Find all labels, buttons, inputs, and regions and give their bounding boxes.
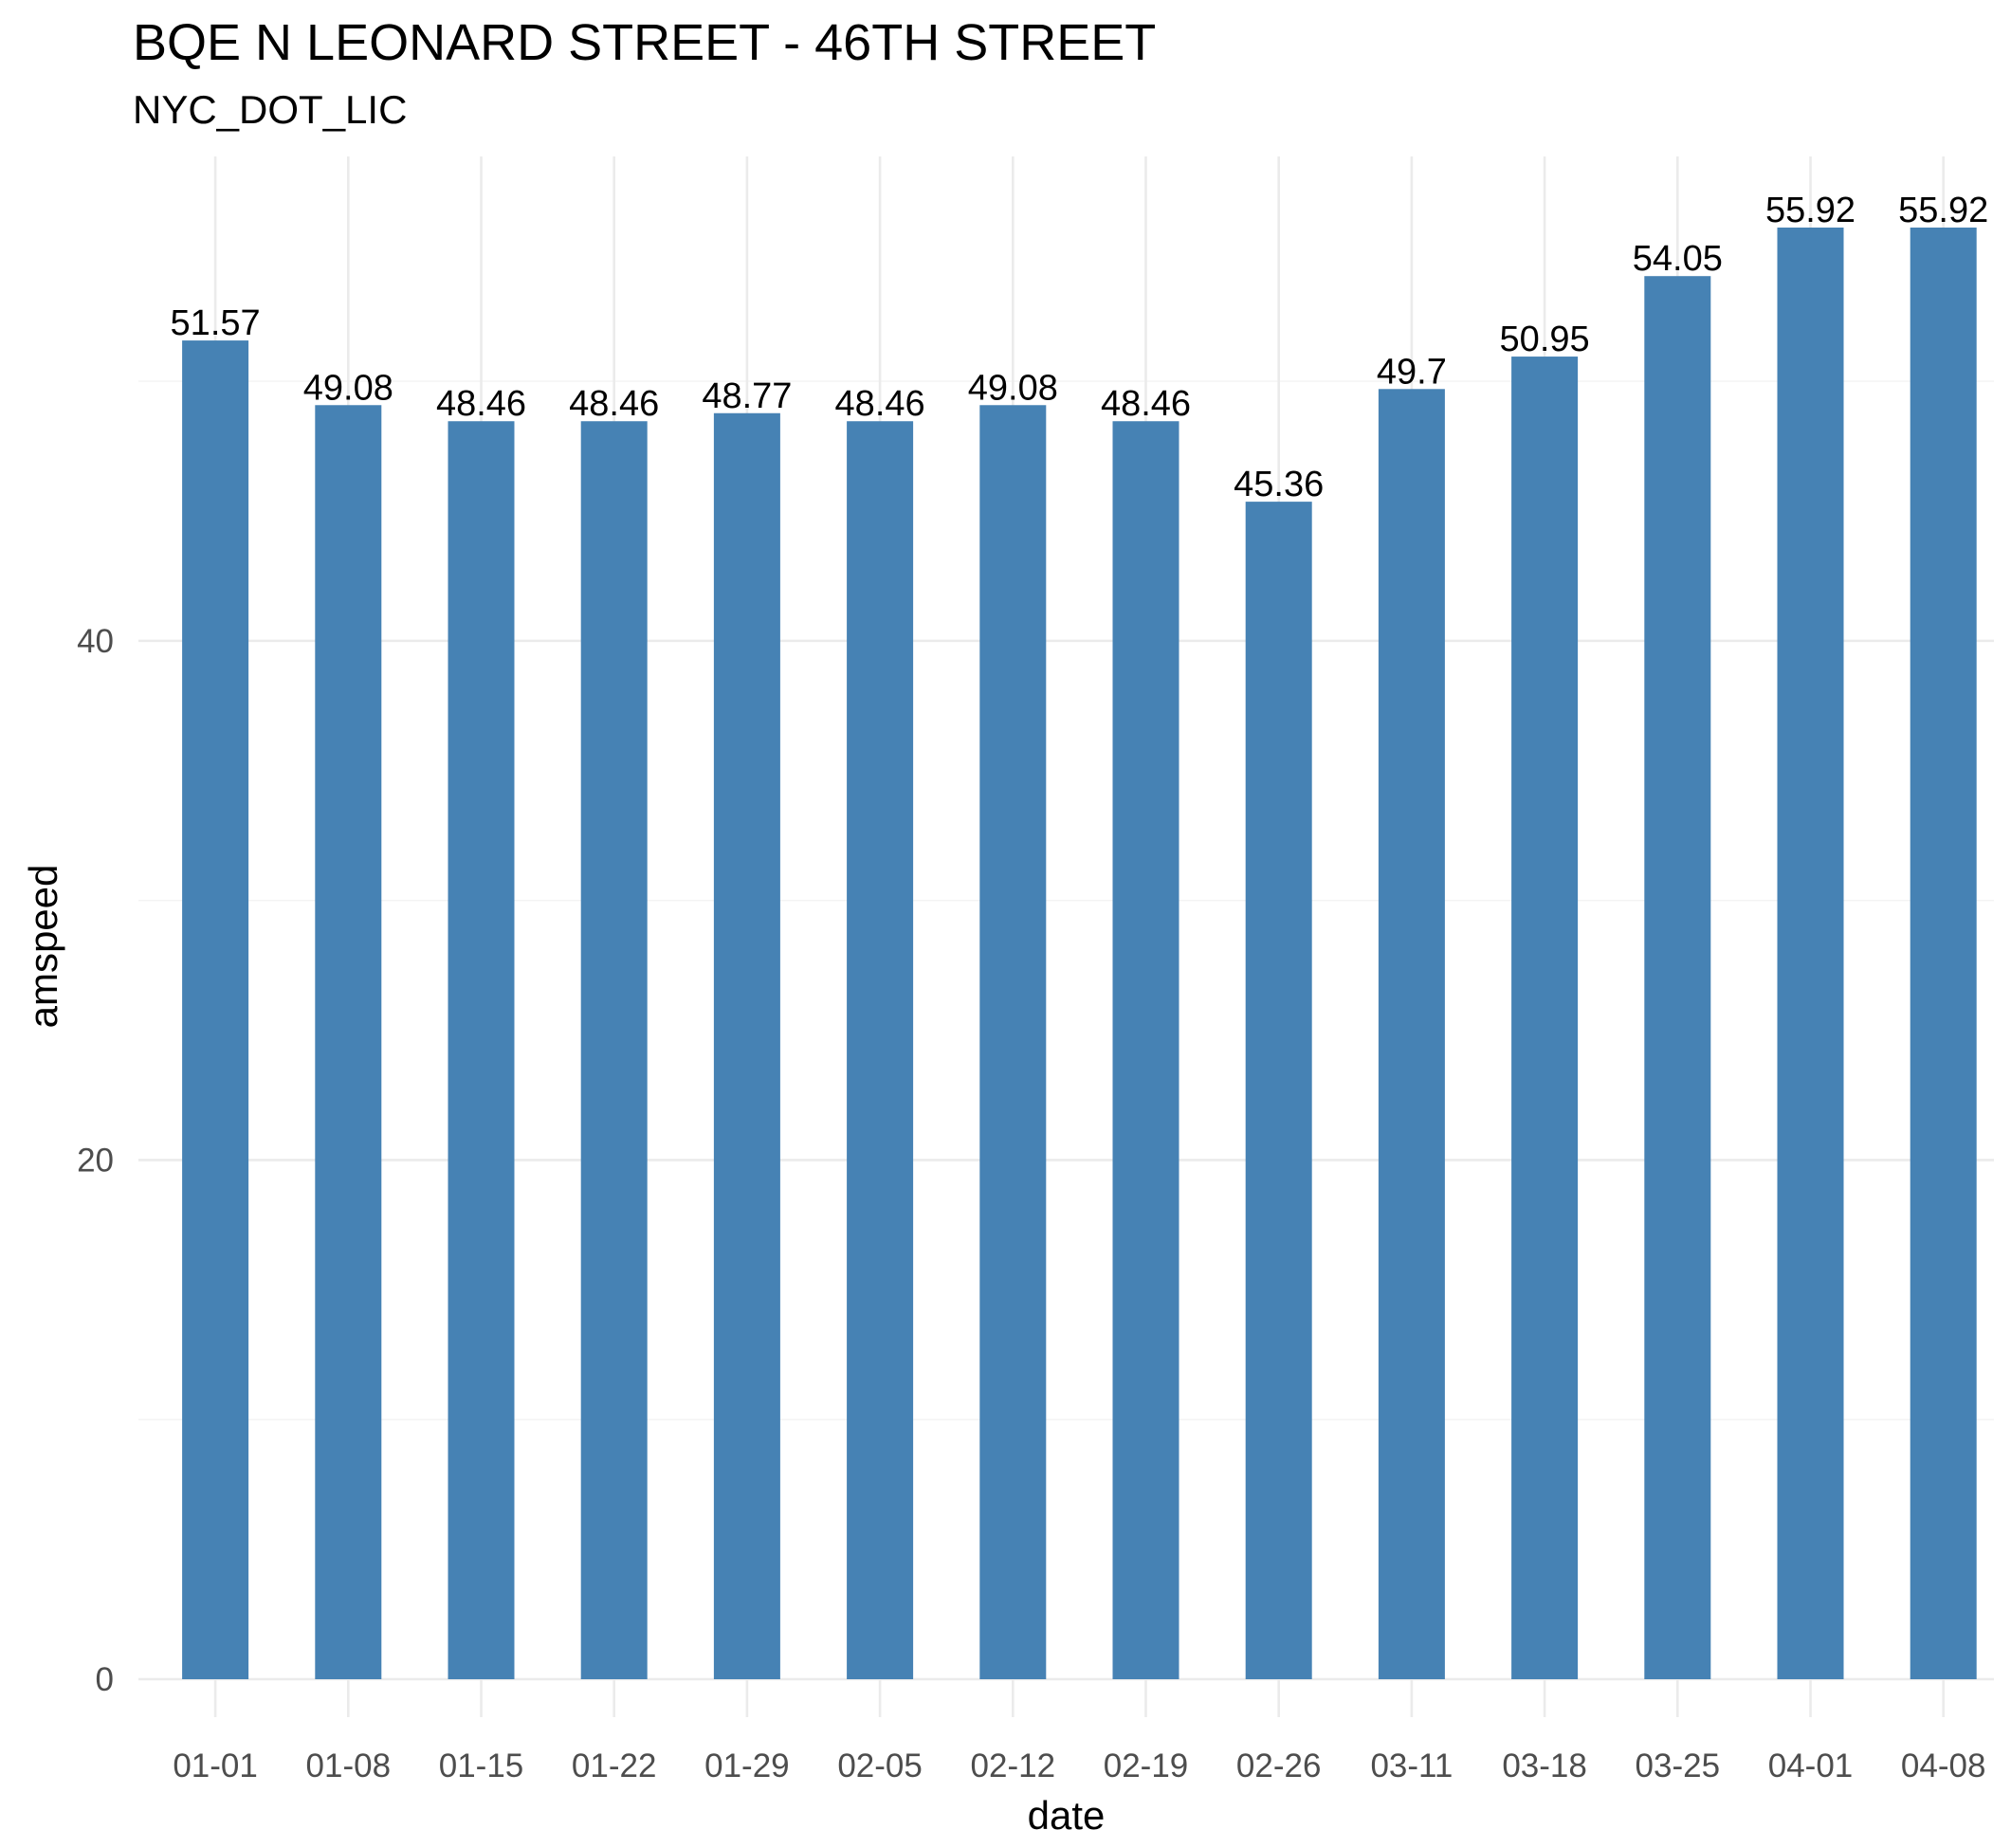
chart-subtitle: NYC_DOT_LIC xyxy=(133,87,408,132)
bar xyxy=(979,405,1047,1679)
bar xyxy=(1245,502,1312,1679)
data-label: 45.36 xyxy=(1234,465,1324,504)
grid-lines xyxy=(138,156,1994,1717)
data-label: 49.08 xyxy=(303,368,393,408)
data-label: 48.46 xyxy=(436,384,526,424)
bar xyxy=(1378,389,1445,1679)
y-tick-label: 0 xyxy=(96,1661,114,1698)
data-labels: 51.57 49.08 48.46 48.46 48.77 48.46 49.08 48.46… xyxy=(171,191,1989,504)
data-label: 48.46 xyxy=(835,384,925,424)
bar xyxy=(1777,228,1844,1679)
y-axis-title: amspeed xyxy=(21,865,65,1029)
x-tick-label: 01-08 xyxy=(306,1747,392,1784)
data-label: 51.57 xyxy=(171,303,261,343)
x-tick-label: 04-01 xyxy=(1768,1747,1854,1784)
bar xyxy=(713,412,780,1679)
data-label: 49.7 xyxy=(1377,352,1447,392)
x-tick-label: 03-18 xyxy=(1502,1747,1587,1784)
bar xyxy=(580,421,648,1679)
x-axis-title: date xyxy=(1028,1793,1106,1838)
bar xyxy=(315,405,382,1679)
x-tick-label: 01-01 xyxy=(173,1747,258,1784)
data-label: 48.77 xyxy=(702,376,792,416)
data-label: 49.08 xyxy=(968,368,1058,408)
y-axis-ticks: 0 20 40 xyxy=(77,623,114,1698)
x-axis-ticks: 01-01 01-08 01-15 01-22 01-29 02-05 02-12 02-19… xyxy=(173,1747,1985,1784)
x-tick-label: 02-05 xyxy=(837,1747,923,1784)
data-label: 54.05 xyxy=(1633,239,1723,279)
bar xyxy=(1511,357,1579,1679)
data-label: 50.95 xyxy=(1500,320,1590,359)
data-label: 55.92 xyxy=(1765,191,1856,230)
bar xyxy=(847,421,914,1679)
x-tick-label: 01-29 xyxy=(704,1747,790,1784)
chart-title: BQE N LEONARD STREET - 46TH STREET xyxy=(133,14,1157,71)
y-tick-label: 40 xyxy=(77,623,114,660)
bars xyxy=(182,228,1977,1679)
data-label: 48.46 xyxy=(1101,384,1191,424)
bar xyxy=(1910,228,1977,1679)
bar xyxy=(448,421,515,1679)
x-tick-label: 04-08 xyxy=(1901,1747,1986,1784)
x-tick-label: 01-22 xyxy=(572,1747,657,1784)
bar xyxy=(182,340,249,1679)
data-label: 48.46 xyxy=(569,384,659,424)
y-tick-label: 20 xyxy=(77,1142,114,1179)
data-label: 55.92 xyxy=(1898,191,1988,230)
x-tick-label: 02-12 xyxy=(971,1747,1056,1784)
x-tick-label: 03-25 xyxy=(1636,1747,1721,1784)
x-tick-label: 03-11 xyxy=(1370,1747,1453,1784)
x-tick-label: 02-19 xyxy=(1104,1747,1189,1784)
x-tick-label: 02-26 xyxy=(1236,1747,1322,1784)
bar xyxy=(1644,276,1711,1679)
x-tick-label: 01-15 xyxy=(439,1747,524,1784)
bar xyxy=(1112,421,1179,1679)
